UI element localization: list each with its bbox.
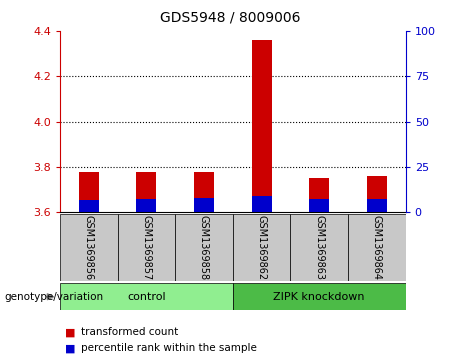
Bar xyxy=(136,199,156,212)
Bar xyxy=(194,172,214,212)
Bar xyxy=(252,40,272,212)
Bar xyxy=(175,214,233,281)
Bar xyxy=(194,198,214,212)
Text: ■: ■ xyxy=(65,343,75,354)
Text: control: control xyxy=(127,292,165,302)
Text: GSM1369857: GSM1369857 xyxy=(142,215,151,280)
Bar xyxy=(60,283,233,310)
Text: ZIPK knockdown: ZIPK knockdown xyxy=(273,292,365,302)
Bar xyxy=(118,214,175,281)
Text: transformed count: transformed count xyxy=(81,327,178,337)
Bar xyxy=(309,199,329,212)
Bar xyxy=(136,172,156,212)
Text: GSM1369862: GSM1369862 xyxy=(257,215,266,280)
Bar xyxy=(367,176,387,212)
Text: percentile rank within the sample: percentile rank within the sample xyxy=(81,343,257,354)
Bar xyxy=(233,283,406,310)
Bar xyxy=(233,214,290,281)
Bar xyxy=(348,214,406,281)
Bar xyxy=(309,178,329,212)
Bar xyxy=(60,214,118,281)
Bar xyxy=(290,214,348,281)
Text: ■: ■ xyxy=(65,327,75,337)
Bar xyxy=(79,172,99,212)
Text: GSM1369858: GSM1369858 xyxy=(199,215,209,280)
Text: GSM1369856: GSM1369856 xyxy=(84,215,94,280)
Bar xyxy=(252,196,272,212)
Bar xyxy=(367,199,387,212)
Text: GDS5948 / 8009006: GDS5948 / 8009006 xyxy=(160,11,301,25)
Text: genotype/variation: genotype/variation xyxy=(5,292,104,302)
Text: GSM1369863: GSM1369863 xyxy=(314,215,324,280)
Text: GSM1369864: GSM1369864 xyxy=(372,215,382,280)
Bar xyxy=(79,200,99,212)
